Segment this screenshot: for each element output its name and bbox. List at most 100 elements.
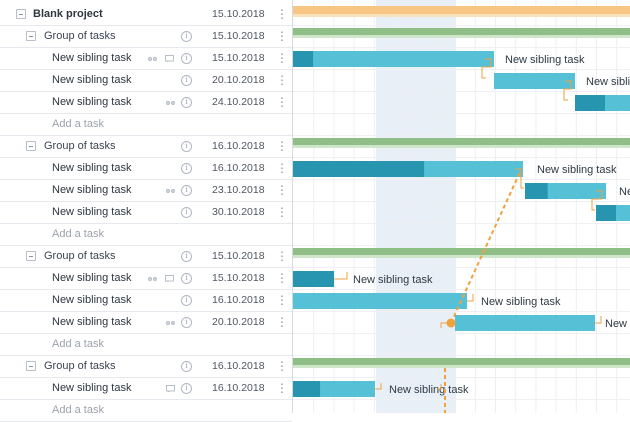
- group-bar[interactable]: [293, 248, 630, 255]
- task-row[interactable]: New sibling task i 30.10.2018 ⋮: [0, 202, 292, 224]
- task-bar-label[interactable]: New sibling task: [481, 296, 561, 308]
- link-icon: [166, 320, 175, 326]
- task-bar-label[interactable]: New sibling task: [505, 54, 585, 66]
- info-icon[interactable]: i: [181, 295, 192, 306]
- row-menu-icon[interactable]: ⋮: [276, 161, 288, 175]
- info-icon[interactable]: i: [181, 251, 192, 262]
- group-bar-progress[interactable]: [293, 145, 630, 148]
- task-bar[interactable]: [494, 73, 575, 89]
- row-menu-icon[interactable]: ⋮: [276, 381, 288, 395]
- task-row[interactable]: New sibling task i 23.10.2018 ⋮: [0, 180, 292, 202]
- add-task-link[interactable]: Add a task: [52, 404, 104, 416]
- add-task-link[interactable]: Add a task: [52, 338, 104, 350]
- group-bar[interactable]: [293, 138, 630, 145]
- task-grid: Blank project 15.10.2018 ⋮ Group of tasks i 1…: [0, 0, 292, 422]
- collapse-toggle[interactable]: [26, 141, 36, 151]
- task-row[interactable]: New sibling task i 16.10.2018 ⋮: [0, 378, 292, 400]
- info-icon[interactable]: i: [181, 97, 192, 108]
- task-row[interactable]: New sibling task i 16.10.2018 ⋮: [0, 158, 292, 180]
- task-bar-label[interactable]: New sibling task: [586, 76, 630, 88]
- task-bar-label[interactable]: New sibling task: [389, 384, 469, 396]
- add-row[interactable]: Add a task: [0, 400, 292, 422]
- task-bar-label[interactable]: New sibling task: [619, 186, 630, 198]
- group-bar[interactable]: [293, 28, 630, 35]
- task-date: 16.10.2018: [212, 382, 265, 394]
- task-row[interactable]: New sibling task i 16.10.2018 ⋮: [0, 290, 292, 312]
- add-row[interactable]: Add a task: [0, 224, 292, 246]
- collapse-toggle[interactable]: [16, 9, 26, 19]
- info-icon[interactable]: i: [181, 273, 192, 284]
- add-row[interactable]: Add a task: [0, 114, 292, 136]
- info-icon[interactable]: i: [181, 141, 192, 152]
- row-menu-icon[interactable]: ⋮: [276, 29, 288, 43]
- task-date: 15.10.2018: [212, 52, 265, 64]
- task-date: 24.10.2018: [212, 96, 265, 108]
- row-menu-icon[interactable]: ⋮: [276, 205, 288, 219]
- group-row[interactable]: Group of tasks i 16.10.2018 ⋮: [0, 136, 292, 158]
- info-icon[interactable]: i: [181, 31, 192, 42]
- task-bar[interactable]: [293, 293, 467, 309]
- group-bar-progress[interactable]: [293, 35, 630, 38]
- row-menu-icon[interactable]: ⋮: [276, 315, 288, 329]
- row-menu-icon[interactable]: ⋮: [276, 293, 288, 307]
- task-bar-label[interactable]: New sibling task: [605, 318, 630, 330]
- collapse-toggle[interactable]: [26, 31, 36, 41]
- project-bar-progress[interactable]: [293, 14, 630, 17]
- group-bar-progress[interactable]: [293, 255, 630, 258]
- task-bar-progress[interactable]: [293, 381, 321, 397]
- info-icon[interactable]: i: [181, 383, 192, 394]
- task-date: 30.10.2018: [212, 206, 265, 218]
- row-menu-icon[interactable]: ⋮: [276, 271, 288, 285]
- task-row[interactable]: New sibling task i 15.10.2018 ⋮: [0, 268, 292, 290]
- row-menu-icon[interactable]: ⋮: [276, 183, 288, 197]
- info-icon[interactable]: i: [181, 317, 192, 328]
- task-row[interactable]: New sibling task i 24.10.2018 ⋮: [0, 92, 292, 114]
- add-row[interactable]: Add a task: [0, 334, 292, 356]
- group-row[interactable]: Group of tasks i 15.10.2018 ⋮: [0, 26, 292, 48]
- task-bar[interactable]: [293, 51, 494, 67]
- task-bar-progress[interactable]: [293, 51, 314, 67]
- add-task-link[interactable]: Add a task: [52, 118, 104, 130]
- project-row[interactable]: Blank project 15.10.2018 ⋮: [0, 4, 292, 26]
- project-name: Blank project: [33, 8, 103, 20]
- group-row[interactable]: Group of tasks i 15.10.2018 ⋮: [0, 246, 292, 268]
- dependency-arrow: [515, 168, 524, 189]
- collapse-toggle[interactable]: [26, 361, 36, 371]
- row-menu-icon[interactable]: ⋮: [276, 7, 288, 21]
- group-bar[interactable]: [293, 358, 630, 365]
- group-name: Group of tasks: [44, 250, 116, 262]
- task-bar-progress[interactable]: [293, 161, 425, 177]
- info-icon[interactable]: i: [181, 185, 192, 196]
- add-task-link[interactable]: Add a task: [52, 228, 104, 240]
- link-icon: [148, 56, 157, 62]
- group-row[interactable]: Group of tasks i 16.10.2018 ⋮: [0, 356, 292, 378]
- info-icon[interactable]: i: [181, 361, 192, 372]
- task-bar[interactable]: [455, 315, 595, 331]
- collapse-toggle[interactable]: [26, 251, 36, 261]
- task-bar-label[interactable]: New sibling task: [353, 274, 433, 286]
- task-bar-progress[interactable]: [596, 205, 616, 221]
- row-menu-icon[interactable]: ⋮: [276, 95, 288, 109]
- info-icon[interactable]: i: [181, 75, 192, 86]
- row-menu-icon[interactable]: ⋮: [276, 249, 288, 263]
- task-bar-progress[interactable]: [293, 271, 334, 287]
- row-menu-icon[interactable]: ⋮: [276, 359, 288, 373]
- project-bar[interactable]: [293, 6, 630, 14]
- row-menu-icon[interactable]: ⋮: [276, 73, 288, 87]
- task-bar-progress[interactable]: [525, 183, 548, 199]
- dependency-arrow: [467, 294, 474, 302]
- task-bar-label[interactable]: New sibling task: [537, 164, 617, 176]
- row-menu-icon[interactable]: ⋮: [276, 139, 288, 153]
- task-row[interactable]: New sibling task i 15.10.2018 ⋮: [0, 48, 292, 70]
- task-bar-progress[interactable]: [575, 95, 605, 111]
- link-icon: [166, 100, 175, 106]
- task-row[interactable]: New sibling task i 20.10.2018 ⋮: [0, 70, 292, 92]
- group-bar-progress[interactable]: [293, 365, 630, 368]
- info-icon[interactable]: i: [181, 163, 192, 174]
- info-icon[interactable]: i: [181, 53, 192, 64]
- info-icon[interactable]: i: [181, 207, 192, 218]
- row-menu-icon[interactable]: ⋮: [276, 51, 288, 65]
- comment-icon: [166, 385, 175, 392]
- task-row[interactable]: New sibling task i 20.10.2018 ⋮: [0, 312, 292, 334]
